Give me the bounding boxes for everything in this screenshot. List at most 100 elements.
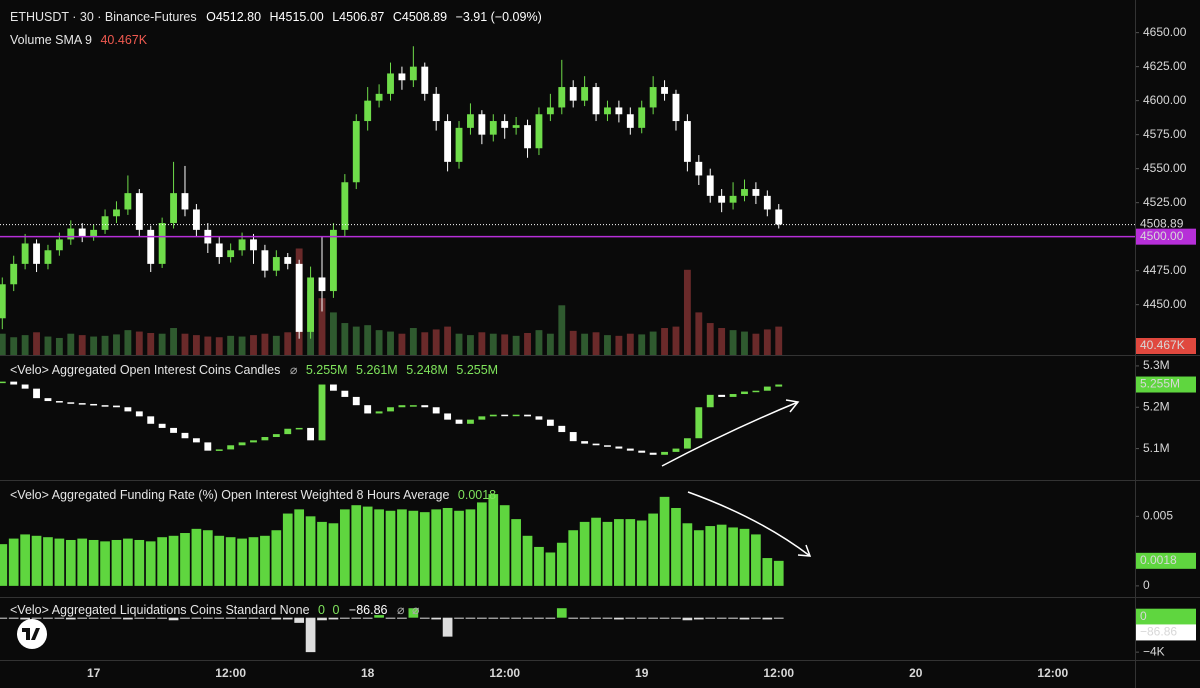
candle-body xyxy=(227,250,235,258)
bar xyxy=(556,542,567,586)
bar xyxy=(568,530,579,586)
volume-bar xyxy=(649,331,657,355)
oi-candle xyxy=(546,419,554,426)
axis-badge: 4508.89 xyxy=(1136,216,1196,233)
oi-candle xyxy=(741,391,748,395)
oi-candle xyxy=(467,419,474,424)
oi-candle xyxy=(649,452,657,455)
candle-body xyxy=(512,125,520,128)
y-tick-label: −4K xyxy=(1143,644,1165,658)
header-value: 0 xyxy=(318,603,325,617)
volume-bar xyxy=(364,325,372,355)
bar xyxy=(579,617,590,619)
volume-bar xyxy=(135,331,143,355)
bar xyxy=(488,617,499,619)
candle-body xyxy=(444,121,452,162)
bar xyxy=(454,617,464,619)
bar xyxy=(271,530,282,586)
bar xyxy=(77,617,88,619)
bar xyxy=(705,617,716,619)
oi-candle xyxy=(147,416,155,424)
bar xyxy=(20,534,30,586)
volume-bar xyxy=(741,331,748,355)
bar xyxy=(351,617,362,619)
bar xyxy=(351,505,362,586)
header-value: 5.248M xyxy=(406,363,448,377)
candle-body xyxy=(44,250,52,264)
bar xyxy=(317,617,327,621)
bar xyxy=(54,538,65,586)
bar xyxy=(225,617,236,619)
badge-bg xyxy=(1136,552,1196,569)
volume-bar xyxy=(626,333,634,355)
oi-candle xyxy=(683,438,691,449)
header-value: ⌀ xyxy=(290,363,298,377)
bar xyxy=(8,538,19,586)
y-tick-label: 4650.00 xyxy=(1143,25,1187,39)
bar xyxy=(248,537,259,586)
y-tick-label: 5.3M xyxy=(1143,358,1170,372)
volume-bar xyxy=(250,335,257,355)
oi-candle xyxy=(535,416,543,420)
bar xyxy=(145,617,156,619)
bar xyxy=(111,617,122,619)
oi-candle xyxy=(558,425,566,433)
bar xyxy=(739,617,750,620)
oi-candle xyxy=(524,414,531,417)
pane-header: ETHUSDT · 30 · Binance-Futures O4512.80 … xyxy=(10,10,542,24)
bar xyxy=(339,509,350,586)
volume-bar xyxy=(512,335,520,355)
volume-bar xyxy=(44,336,52,355)
oi-candle xyxy=(729,394,737,397)
volume-bar xyxy=(318,298,326,355)
bar xyxy=(20,617,30,620)
oi-candle xyxy=(775,384,783,387)
candle-body xyxy=(695,161,703,176)
candle-body xyxy=(581,87,589,101)
bar xyxy=(362,617,373,619)
bar xyxy=(88,539,99,586)
pane-title: <Velo> Aggregated Open Interest Coins Ca… xyxy=(10,363,280,377)
badge-label: 4508.89 xyxy=(1140,217,1184,231)
volume-bar xyxy=(215,337,223,355)
oi-candle xyxy=(215,449,223,451)
oi-candle xyxy=(204,442,212,451)
oi-candle xyxy=(375,411,383,414)
bar xyxy=(88,617,99,619)
bar xyxy=(408,510,419,586)
bar xyxy=(442,507,453,586)
bar xyxy=(157,617,167,619)
x-tick-label: 17 xyxy=(87,666,101,680)
oi-candle xyxy=(113,405,120,408)
y-tick-label: 4525.00 xyxy=(1143,195,1187,209)
oi-candle xyxy=(569,432,577,442)
candle-body xyxy=(341,182,349,230)
volume-bar xyxy=(398,333,406,355)
bar xyxy=(488,494,499,586)
candle-body xyxy=(215,243,223,258)
oi-candle xyxy=(615,446,623,449)
bar xyxy=(659,617,670,619)
oi-candle xyxy=(398,405,406,408)
volume-bar xyxy=(261,333,269,355)
volume-bar xyxy=(615,335,623,355)
indicator-header: Volume SMA 9 40.467K xyxy=(10,33,148,47)
candle-body xyxy=(192,209,200,230)
bar xyxy=(328,523,339,586)
bar xyxy=(77,538,88,586)
bar xyxy=(716,524,727,586)
oi-candle xyxy=(421,405,429,408)
bar xyxy=(271,617,282,620)
indicator-value: 40.467K xyxy=(100,33,147,47)
x-tick-label: 20 xyxy=(909,666,923,680)
bar xyxy=(339,617,350,619)
bar xyxy=(260,535,270,586)
volume-bar xyxy=(432,329,440,355)
candle-body xyxy=(250,239,257,251)
oi-candle xyxy=(604,445,611,447)
volume-bar xyxy=(387,331,394,355)
oi-candle xyxy=(512,414,520,417)
bar xyxy=(225,537,236,586)
oi-candle xyxy=(489,414,497,417)
volume-bar xyxy=(158,333,166,355)
